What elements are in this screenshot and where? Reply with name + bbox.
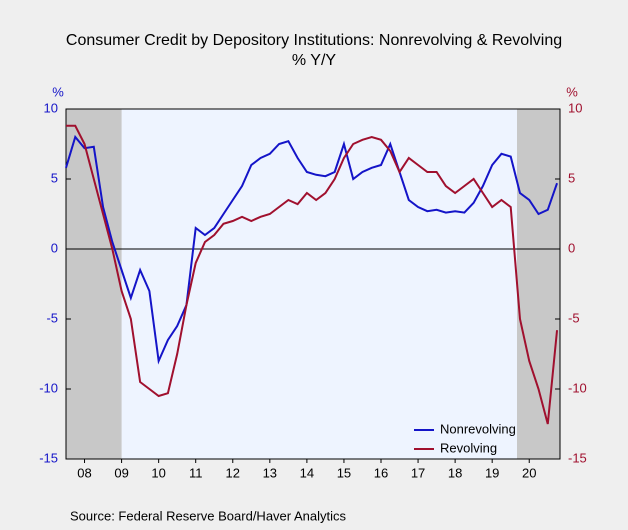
series-line: [66, 124, 559, 425]
y2-axis-label: %: [566, 84, 578, 99]
y-tick-label: -15: [39, 450, 58, 465]
y-tick-label: 0: [51, 240, 58, 255]
y-tick-label: -10: [39, 380, 58, 395]
y-axis-label: %: [52, 84, 64, 99]
x-tick-label: 10: [151, 465, 165, 480]
y-tick-label: 5: [51, 170, 58, 185]
source-note: Source: Federal Reserve Board/Haver Anal…: [70, 508, 347, 523]
x-tick-label: 08: [77, 465, 91, 480]
x-tick-label: 12: [226, 465, 240, 480]
plot-area: [66, 109, 560, 459]
x-tick-label: 15: [337, 465, 351, 480]
y-tick-label: -5: [46, 310, 58, 325]
x-tick-label: 19: [485, 465, 499, 480]
x-tick-label: 14: [300, 465, 314, 480]
legend-label: Nonrevolving: [440, 421, 516, 436]
y2-tick-label: 0: [568, 240, 575, 255]
y2-tick-label: -5: [568, 310, 580, 325]
plot-border: [65, 108, 561, 460]
recession-shade: [66, 109, 122, 459]
x-tick-label: 09: [114, 465, 128, 480]
y-tick-label: 10: [44, 100, 58, 115]
x-tick-label: 18: [448, 465, 462, 480]
chart-title: Consumer Credit by Depository Institutio…: [66, 32, 562, 49]
recession-shade: [517, 109, 560, 459]
y2-tick-label: -15: [568, 450, 587, 465]
x-tick-label: 13: [263, 465, 277, 480]
chart-subtitle: % Y/Y: [292, 52, 337, 69]
x-tick-label: 16: [374, 465, 388, 480]
series-line: [65, 134, 558, 365]
y2-tick-label: -10: [568, 380, 587, 395]
legend-label: Revolving: [440, 440, 497, 455]
x-tick-label: 11: [189, 465, 203, 480]
x-tick-label: 17: [411, 465, 425, 480]
y2-tick-label: 5: [568, 170, 575, 185]
x-tick-label: 20: [522, 465, 536, 480]
y2-tick-label: 10: [568, 100, 582, 115]
